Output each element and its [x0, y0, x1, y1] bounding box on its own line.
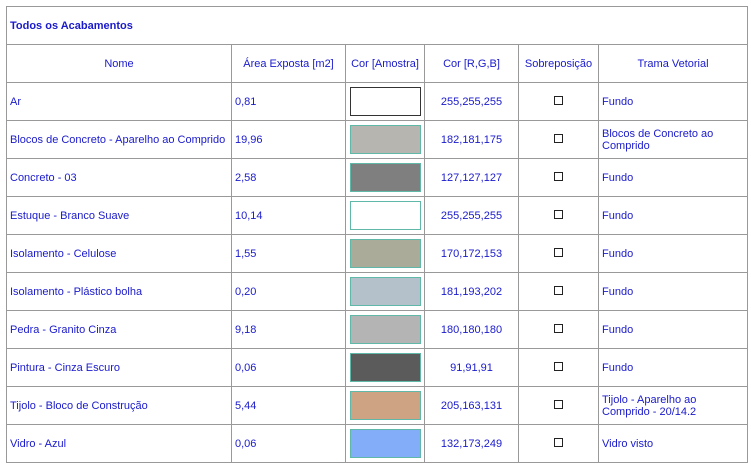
finishes-table: Todos os Acabamentos Nome Área Exposta [m…: [5, 6, 749, 463]
swatch-cell: [345, 348, 425, 387]
overlay-checkbox[interactable]: [554, 209, 563, 219]
rgb-value: 181,193,202: [424, 272, 519, 311]
overlay-cell: [518, 348, 599, 387]
rgb-value: 180,180,180: [424, 310, 519, 349]
table-row: Ar 0,81 255,255,255 Fundo: [6, 82, 749, 121]
swatch-cell: [345, 158, 425, 197]
rgb-value: 127,127,127: [424, 158, 519, 197]
table-row: Isolamento - Celulose 1,55 170,172,153 Fund…: [6, 234, 749, 273]
vector-hatch: Blocos de Concreto ao Comprido: [597, 120, 749, 159]
exposed-area: 1,55: [231, 234, 346, 273]
exposed-area: 0,81: [231, 82, 346, 121]
vector-hatch: Vidro visto: [597, 424, 749, 463]
color-swatch: [349, 201, 421, 230]
exposed-area: 0,20: [231, 272, 346, 311]
overlay-cell: [518, 82, 599, 121]
rgb-value: 255,255,255: [424, 82, 519, 121]
finish-name: Tijolo - Bloco de Construção: [6, 386, 232, 425]
table-row: Isolamento - Plástico bolha 0,20 181,193,2…: [6, 272, 749, 311]
overlay-checkbox[interactable]: [554, 171, 563, 181]
table-row: Tijolo - Bloco de Construção 5,44 205,163,…: [6, 386, 749, 425]
vector-hatch: Fundo: [597, 234, 749, 273]
exposed-area: 19,96: [231, 120, 346, 159]
exposed-area: 0,06: [231, 348, 346, 387]
vector-hatch: Fundo: [597, 196, 749, 235]
table-row: Estuque - Branco Suave 10,14 255,255,255 Fu…: [6, 196, 749, 235]
swatch-cell: [345, 386, 425, 425]
finish-name: Pintura - Cinza Escuro: [6, 348, 232, 387]
overlay-checkbox[interactable]: [554, 437, 563, 447]
vector-hatch: Fundo: [597, 272, 749, 311]
rgb-value: 255,255,255: [424, 196, 519, 235]
finish-name: Estuque - Branco Suave: [6, 196, 232, 235]
finish-name: Ar: [6, 82, 232, 121]
overlay-checkbox[interactable]: [554, 133, 563, 143]
color-swatch: [349, 277, 421, 306]
overlay-cell: [518, 234, 599, 273]
rgb-value: 170,172,153: [424, 234, 519, 273]
rgb-value: 182,181,175: [424, 120, 519, 159]
rgb-value: 91,91,91: [424, 348, 519, 387]
vector-hatch: Fundo: [597, 82, 749, 121]
rgb-value: 132,173,249: [424, 424, 519, 463]
overlay-cell: [518, 310, 599, 349]
vector-hatch: Fundo: [597, 158, 749, 197]
column-header: Cor [Amostra]: [345, 44, 425, 83]
finish-name: Blocos de Concreto - Aparelho ao Comprid…: [6, 120, 232, 159]
vector-hatch: Fundo: [597, 348, 749, 387]
finish-name: Pedra - Granito Cinza: [6, 310, 232, 349]
swatch-cell: [345, 82, 425, 121]
vector-hatch: Tijolo - Aparelho ao Comprido - 20/14.2: [597, 386, 749, 425]
overlay-checkbox[interactable]: [554, 323, 563, 333]
exposed-area: 2,58: [231, 158, 346, 197]
overlay-cell: [518, 424, 599, 463]
overlay-checkbox[interactable]: [554, 361, 563, 371]
swatch-cell: [345, 120, 425, 159]
overlay-cell: [518, 272, 599, 311]
color-swatch: [349, 429, 421, 458]
exposed-area: 5,44: [231, 386, 346, 425]
column-header: Trama Vetorial: [597, 44, 749, 83]
overlay-checkbox[interactable]: [554, 247, 563, 257]
vector-hatch: Fundo: [597, 310, 749, 349]
table-row: Blocos de Concreto - Aparelho ao Comprid…: [6, 120, 749, 159]
exposed-area: 9,18: [231, 310, 346, 349]
swatch-cell: [345, 310, 425, 349]
overlay-cell: [518, 196, 599, 235]
overlay-checkbox[interactable]: [554, 399, 563, 409]
swatch-cell: [345, 424, 425, 463]
finish-name: Isolamento - Celulose: [6, 234, 232, 273]
column-header: Nome: [6, 44, 232, 83]
color-swatch: [349, 391, 421, 420]
color-swatch: [349, 163, 421, 192]
column-header: Sobreposição: [518, 44, 599, 83]
color-swatch: [349, 315, 421, 344]
color-swatch: [349, 353, 421, 382]
swatch-cell: [345, 234, 425, 273]
swatch-cell: [345, 196, 425, 235]
table-row: Concreto - 03 2,58 127,127,127 Fundo: [6, 158, 749, 197]
finish-name: Vidro - Azul: [6, 424, 232, 463]
overlay-cell: [518, 120, 599, 159]
color-swatch: [349, 125, 421, 154]
overlay-checkbox[interactable]: [554, 285, 563, 295]
table-row: Vidro - Azul 0,06 132,173,249 Vidro visto: [6, 424, 749, 463]
exposed-area: 0,06: [231, 424, 346, 463]
finish-name: Isolamento - Plástico bolha: [6, 272, 232, 311]
finish-name: Concreto - 03: [6, 158, 232, 197]
rgb-value: 205,163,131: [424, 386, 519, 425]
exposed-area: 10,14: [231, 196, 346, 235]
column-header: Área Exposta [m2]: [231, 44, 346, 83]
column-header: Cor [R,G,B]: [424, 44, 519, 83]
overlay-checkbox[interactable]: [554, 95, 563, 105]
color-swatch: [349, 239, 421, 268]
overlay-cell: [518, 158, 599, 197]
table-row: Pintura - Cinza Escuro 0,06 91,91,91 Fundo: [6, 348, 749, 387]
table-row: Pedra - Granito Cinza 9,18 180,180,180 Fund…: [6, 310, 749, 349]
table-title: Todos os Acabamentos: [5, 6, 749, 45]
color-swatch: [349, 87, 421, 116]
overlay-cell: [518, 386, 599, 425]
swatch-cell: [345, 272, 425, 311]
